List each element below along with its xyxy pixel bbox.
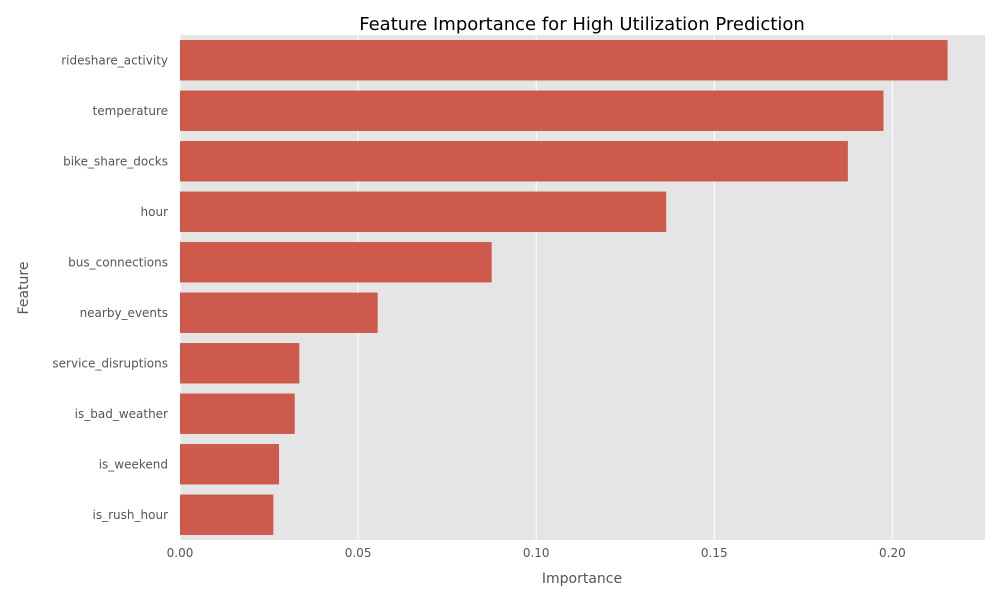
y-tick-label: hour bbox=[141, 205, 169, 219]
x-tick-label: 0.05 bbox=[345, 546, 372, 560]
x-axis-label: Importance bbox=[542, 571, 622, 587]
y-axis-label: Feature bbox=[16, 262, 32, 315]
chart-title: Feature Importance for High Utilization … bbox=[359, 14, 805, 35]
y-tick-label: rideshare_activity bbox=[61, 53, 168, 67]
bar-nearby-events bbox=[180, 292, 378, 333]
bar-is-bad-weather bbox=[180, 393, 295, 434]
y-tick-label: bus_connections bbox=[68, 255, 168, 269]
bar-is-weekend bbox=[180, 444, 280, 485]
y-tick-label: is_weekend bbox=[99, 457, 168, 471]
x-tick-label: 0.15 bbox=[701, 546, 728, 560]
bars bbox=[180, 40, 948, 535]
bar-hour bbox=[180, 191, 667, 232]
bar-rideshare-activity bbox=[180, 40, 948, 81]
x-tick-labels: 0.00 0.05 0.10 0.15 0.20 bbox=[167, 546, 906, 560]
y-tick-label: is_rush_hour bbox=[93, 508, 169, 522]
y-tick-label: is_bad_weather bbox=[75, 407, 168, 421]
bar-is-rush-hour bbox=[180, 494, 274, 535]
y-tick-label: temperature bbox=[93, 104, 168, 118]
y-tick-labels: rideshare_activity temperature bike_share_… bbox=[52, 53, 168, 522]
bar-temperature bbox=[180, 90, 884, 131]
x-tick-label: 0.00 bbox=[167, 546, 194, 560]
y-tick-label: nearby_events bbox=[80, 306, 168, 320]
y-tick-label: service_disruptions bbox=[52, 356, 168, 370]
x-tick-label: 0.20 bbox=[879, 546, 906, 560]
x-tick-label: 0.10 bbox=[523, 546, 550, 560]
bar-service-disruptions bbox=[180, 343, 300, 384]
bar-bus-connections bbox=[180, 242, 492, 283]
y-tick-label: bike_share_docks bbox=[63, 154, 168, 168]
bar-bike-share-docks bbox=[180, 141, 848, 182]
